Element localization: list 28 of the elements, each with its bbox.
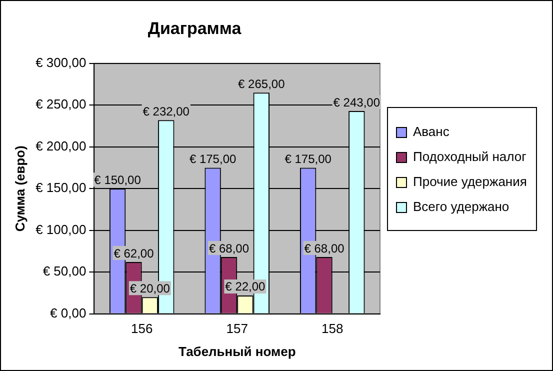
legend-label: Подоходный налог — [413, 149, 526, 164]
y-axis-title: Сумма (евро) — [12, 146, 28, 232]
x-tick-label: 157 — [226, 321, 248, 336]
data-label: € 22,00 — [225, 280, 266, 294]
x-tick-label: 156 — [130, 321, 153, 336]
y-tick-label: € 200,00 — [36, 138, 86, 154]
x-axis-title: Табельный номер — [178, 344, 296, 359]
data-label: € 243,00 — [333, 95, 380, 110]
data-label: € 20,00 — [130, 281, 170, 296]
data-label: € 150,00 — [94, 172, 142, 187]
y-tick-label: € 0,00 — [50, 305, 86, 320]
x-tick-label: 158 — [322, 321, 344, 336]
data-label: € 175,00 — [189, 152, 236, 166]
legend-label: Аванс — [413, 124, 450, 139]
chart-title: Диаграмма — [148, 18, 242, 38]
data-label: € 62,00 — [114, 246, 154, 260]
y-tick-label: € 250,00 — [36, 96, 86, 112]
y-tick-label: € 300,00 — [36, 54, 86, 70]
y-tick-label: € 50,00 — [42, 264, 86, 279]
y-tick-label: € 150,00 — [36, 180, 86, 196]
legend-label: Всего удержано — [413, 199, 510, 214]
data-label: € 232,00 — [142, 104, 190, 118]
data-label: € 175,00 — [284, 152, 332, 166]
y-tick-label: € 100,00 — [36, 222, 86, 237]
legend-label: Прочие удержания — [413, 174, 527, 189]
data-label: € 68,00 — [304, 241, 345, 256]
data-label: € 265,00 — [238, 76, 286, 91]
data-label: € 68,00 — [208, 241, 250, 256]
